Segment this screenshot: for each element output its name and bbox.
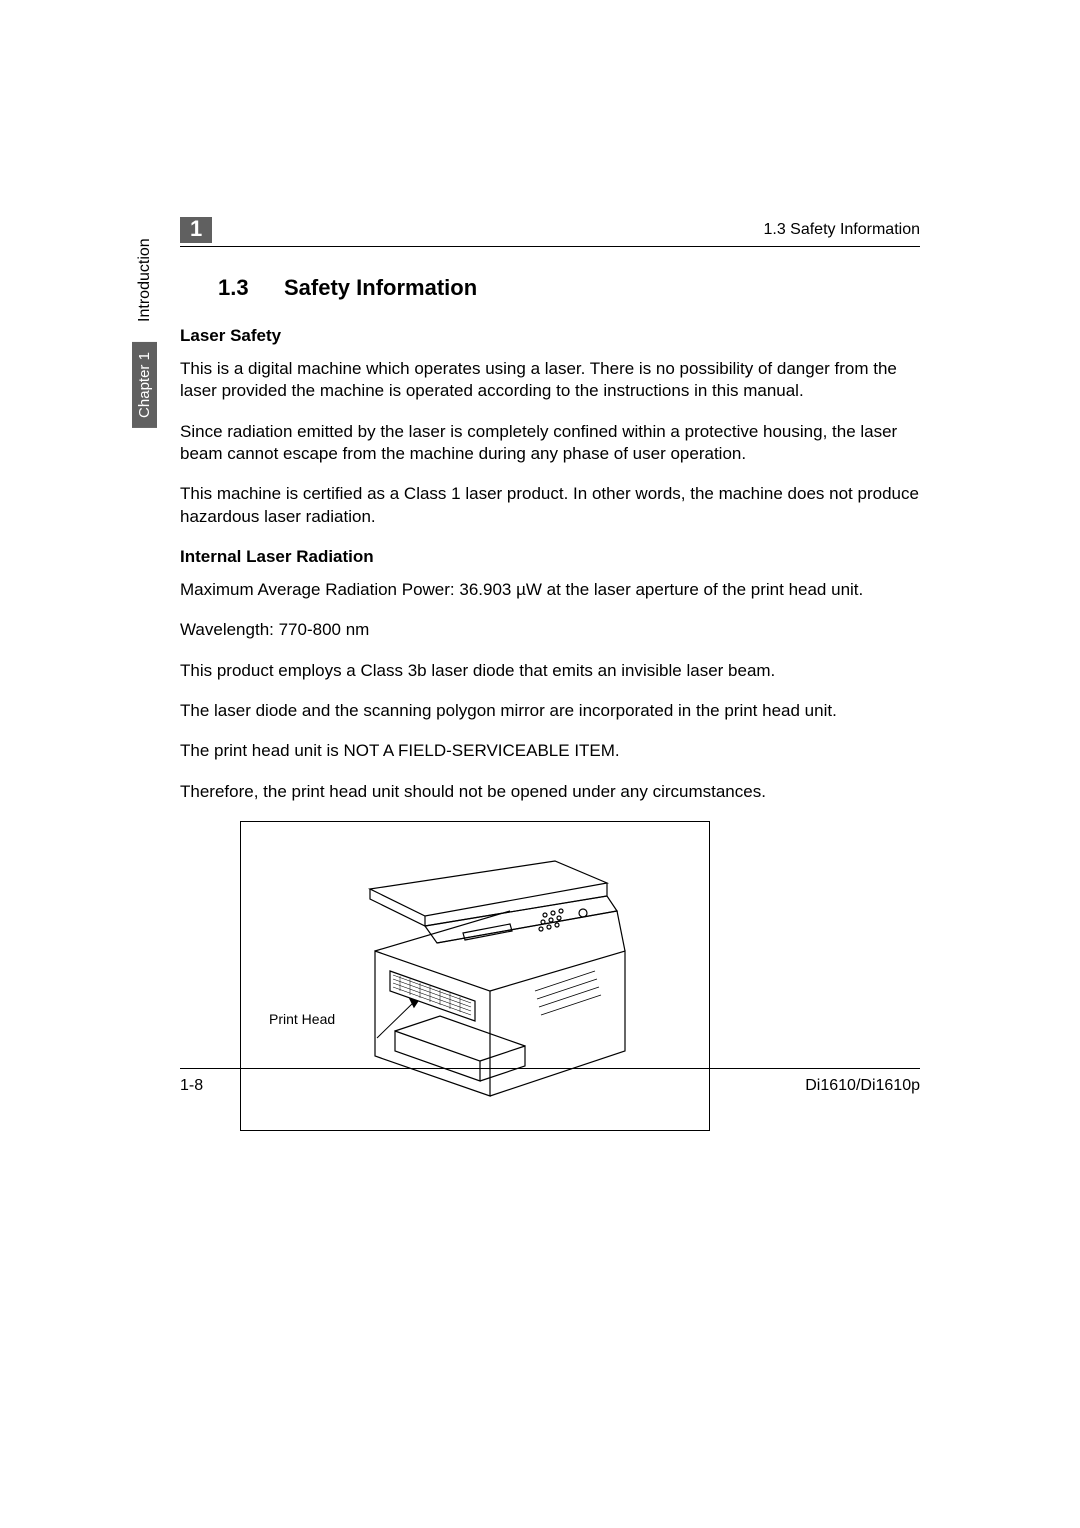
footer-page-number: 1-8 xyxy=(180,1077,203,1095)
page-footer: 1-8 Di1610/Di1610p xyxy=(180,1068,920,1095)
paragraph: This machine is certified as a Class 1 l… xyxy=(180,483,920,528)
footer-model: Di1610/Di1610p xyxy=(805,1077,920,1095)
paragraph: The laser diode and the scanning polygon… xyxy=(180,700,920,722)
paragraph: Since radiation emitted by the laser is … xyxy=(180,421,920,466)
section-tab-label: Introduction xyxy=(132,238,158,338)
section-number: 1.3 xyxy=(218,275,284,301)
figure-label: Print Head xyxy=(269,1010,335,1028)
chapter-number-box: 1 xyxy=(180,217,212,243)
section-heading-row: 1.3 Safety Information xyxy=(218,275,920,301)
content-area: Laser Safety This is a digital machine w… xyxy=(180,325,920,1131)
header-breadcrumb: 1.3 Safety Information xyxy=(763,221,920,239)
page-header: 1 1.3 Safety Information xyxy=(180,217,920,247)
paragraph: This is a digital machine which operates… xyxy=(180,358,920,403)
paragraph: The print head unit is NOT A FIELD-SERVI… xyxy=(180,740,920,762)
paragraph: Wavelength: 770-800 nm xyxy=(180,619,920,641)
paragraph: Maximum Average Radiation Power: 36.903 … xyxy=(180,579,920,601)
section-title: Safety Information xyxy=(284,275,477,301)
paragraph: Therefore, the print head unit should no… xyxy=(180,781,920,803)
page-body: 1 1.3 Safety Information 1.3 Safety Info… xyxy=(180,217,920,1131)
subheading-laser-safety: Laser Safety xyxy=(180,325,920,347)
paragraph: This product employs a Class 3b laser di… xyxy=(180,660,920,682)
subheading-internal-laser: Internal Laser Radiation xyxy=(180,546,920,568)
chapter-tab-label: Chapter 1 xyxy=(132,342,157,428)
side-tab: Chapter 1 Introduction xyxy=(132,238,160,428)
